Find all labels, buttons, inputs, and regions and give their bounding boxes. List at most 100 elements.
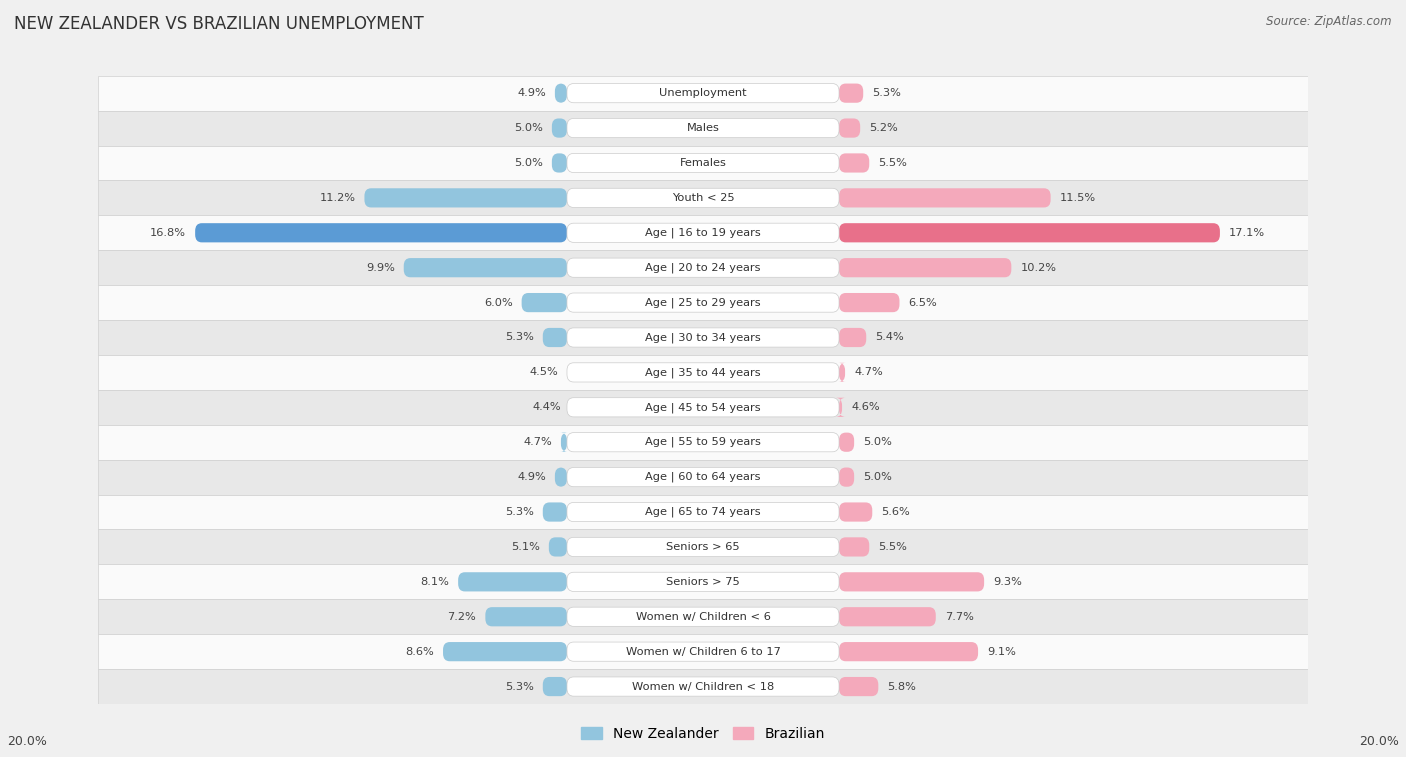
Text: 5.4%: 5.4% <box>876 332 904 342</box>
Text: Youth < 25: Youth < 25 <box>672 193 734 203</box>
FancyBboxPatch shape <box>839 328 866 347</box>
FancyBboxPatch shape <box>838 363 845 382</box>
FancyBboxPatch shape <box>98 565 1308 600</box>
FancyBboxPatch shape <box>555 83 567 103</box>
Text: 4.7%: 4.7% <box>523 438 551 447</box>
Text: 10.2%: 10.2% <box>1021 263 1056 273</box>
Text: Age | 20 to 24 years: Age | 20 to 24 years <box>645 263 761 273</box>
FancyBboxPatch shape <box>839 537 869 556</box>
Text: 11.5%: 11.5% <box>1060 193 1095 203</box>
Text: Age | 25 to 29 years: Age | 25 to 29 years <box>645 298 761 308</box>
FancyBboxPatch shape <box>98 180 1308 215</box>
Text: 4.5%: 4.5% <box>529 367 558 378</box>
FancyBboxPatch shape <box>567 572 839 591</box>
FancyBboxPatch shape <box>551 118 567 138</box>
FancyBboxPatch shape <box>567 503 839 522</box>
FancyBboxPatch shape <box>98 390 1308 425</box>
FancyBboxPatch shape <box>98 320 1308 355</box>
Text: Age | 45 to 54 years: Age | 45 to 54 years <box>645 402 761 413</box>
FancyBboxPatch shape <box>98 669 1308 704</box>
FancyBboxPatch shape <box>567 223 839 242</box>
FancyBboxPatch shape <box>839 293 900 312</box>
Text: 17.1%: 17.1% <box>1229 228 1265 238</box>
Text: 4.9%: 4.9% <box>517 88 546 98</box>
FancyBboxPatch shape <box>551 154 567 173</box>
FancyBboxPatch shape <box>839 677 879 696</box>
FancyBboxPatch shape <box>567 642 839 662</box>
Text: 4.4%: 4.4% <box>533 402 561 413</box>
FancyBboxPatch shape <box>839 83 863 103</box>
FancyBboxPatch shape <box>98 145 1308 180</box>
Text: 5.3%: 5.3% <box>505 332 534 342</box>
Text: Age | 30 to 34 years: Age | 30 to 34 years <box>645 332 761 343</box>
FancyBboxPatch shape <box>543 677 567 696</box>
Text: 8.6%: 8.6% <box>405 646 434 656</box>
Text: Age | 55 to 59 years: Age | 55 to 59 years <box>645 437 761 447</box>
FancyBboxPatch shape <box>567 537 839 556</box>
FancyBboxPatch shape <box>543 328 567 347</box>
FancyBboxPatch shape <box>98 285 1308 320</box>
FancyBboxPatch shape <box>835 397 845 417</box>
FancyBboxPatch shape <box>567 154 839 173</box>
FancyBboxPatch shape <box>98 355 1308 390</box>
FancyBboxPatch shape <box>839 503 872 522</box>
Text: Age | 35 to 44 years: Age | 35 to 44 years <box>645 367 761 378</box>
Text: 5.0%: 5.0% <box>863 472 891 482</box>
FancyBboxPatch shape <box>443 642 567 662</box>
FancyBboxPatch shape <box>548 537 567 556</box>
Text: Women w/ Children < 6: Women w/ Children < 6 <box>636 612 770 621</box>
FancyBboxPatch shape <box>555 468 567 487</box>
FancyBboxPatch shape <box>98 529 1308 565</box>
Text: Females: Females <box>679 158 727 168</box>
Text: 9.3%: 9.3% <box>993 577 1022 587</box>
FancyBboxPatch shape <box>195 223 567 242</box>
Text: 5.2%: 5.2% <box>869 123 898 133</box>
Text: Age | 65 to 74 years: Age | 65 to 74 years <box>645 506 761 517</box>
Text: 11.2%: 11.2% <box>319 193 356 203</box>
FancyBboxPatch shape <box>567 328 839 347</box>
FancyBboxPatch shape <box>839 118 860 138</box>
Text: 8.1%: 8.1% <box>420 577 449 587</box>
Text: 20.0%: 20.0% <box>7 735 46 749</box>
Text: 5.3%: 5.3% <box>872 88 901 98</box>
Text: 9.9%: 9.9% <box>366 263 395 273</box>
FancyBboxPatch shape <box>98 494 1308 529</box>
FancyBboxPatch shape <box>839 258 1011 277</box>
FancyBboxPatch shape <box>567 118 839 138</box>
FancyBboxPatch shape <box>567 188 839 207</box>
Text: 6.0%: 6.0% <box>484 298 513 307</box>
Text: Seniors > 75: Seniors > 75 <box>666 577 740 587</box>
FancyBboxPatch shape <box>567 468 839 487</box>
Text: NEW ZEALANDER VS BRAZILIAN UNEMPLOYMENT: NEW ZEALANDER VS BRAZILIAN UNEMPLOYMENT <box>14 15 423 33</box>
FancyBboxPatch shape <box>567 607 839 626</box>
Text: 6.5%: 6.5% <box>908 298 938 307</box>
FancyBboxPatch shape <box>458 572 567 591</box>
FancyBboxPatch shape <box>404 258 567 277</box>
Text: 7.2%: 7.2% <box>447 612 477 621</box>
FancyBboxPatch shape <box>839 607 936 626</box>
Text: 7.7%: 7.7% <box>945 612 974 621</box>
FancyBboxPatch shape <box>567 258 839 277</box>
Text: Males: Males <box>686 123 720 133</box>
Text: 20.0%: 20.0% <box>1360 735 1399 749</box>
Text: Source: ZipAtlas.com: Source: ZipAtlas.com <box>1267 15 1392 28</box>
FancyBboxPatch shape <box>98 425 1308 459</box>
Text: Seniors > 65: Seniors > 65 <box>666 542 740 552</box>
FancyBboxPatch shape <box>364 188 567 207</box>
Text: 4.7%: 4.7% <box>855 367 883 378</box>
FancyBboxPatch shape <box>567 293 839 312</box>
Text: 5.6%: 5.6% <box>882 507 910 517</box>
Text: 5.5%: 5.5% <box>879 542 907 552</box>
FancyBboxPatch shape <box>98 111 1308 145</box>
FancyBboxPatch shape <box>567 363 839 382</box>
FancyBboxPatch shape <box>98 76 1308 111</box>
FancyBboxPatch shape <box>839 642 979 662</box>
Text: Unemployment: Unemployment <box>659 88 747 98</box>
FancyBboxPatch shape <box>567 432 839 452</box>
FancyBboxPatch shape <box>839 188 1050 207</box>
FancyBboxPatch shape <box>839 223 1220 242</box>
Text: 5.1%: 5.1% <box>510 542 540 552</box>
FancyBboxPatch shape <box>522 293 567 312</box>
FancyBboxPatch shape <box>98 215 1308 251</box>
Text: 5.5%: 5.5% <box>879 158 907 168</box>
